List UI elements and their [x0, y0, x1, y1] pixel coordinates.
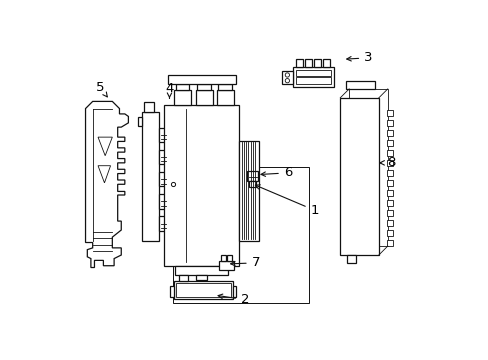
- Bar: [227, 255, 231, 261]
- Polygon shape: [85, 102, 128, 267]
- Bar: [323, 59, 329, 67]
- Bar: [282, 71, 292, 84]
- Bar: [292, 67, 333, 87]
- Bar: [159, 194, 166, 208]
- Bar: [217, 90, 234, 105]
- Text: 2: 2: [218, 293, 249, 306]
- Bar: [159, 150, 166, 164]
- Bar: [386, 140, 393, 146]
- Bar: [295, 77, 330, 84]
- Text: 5: 5: [95, 81, 107, 97]
- Bar: [219, 261, 233, 270]
- Bar: [348, 89, 387, 246]
- Bar: [386, 150, 393, 156]
- Bar: [386, 170, 393, 176]
- Bar: [386, 210, 393, 216]
- Bar: [340, 98, 378, 255]
- Bar: [196, 275, 206, 280]
- Bar: [164, 105, 239, 266]
- Bar: [195, 90, 212, 105]
- Polygon shape: [98, 166, 110, 183]
- Bar: [232, 286, 236, 297]
- Bar: [175, 266, 228, 275]
- Polygon shape: [98, 137, 112, 156]
- Bar: [138, 117, 142, 126]
- Bar: [173, 167, 308, 303]
- Text: 3: 3: [346, 51, 372, 64]
- Bar: [386, 220, 393, 226]
- Bar: [386, 200, 393, 206]
- Bar: [386, 159, 393, 166]
- Bar: [179, 275, 188, 281]
- Bar: [248, 181, 255, 187]
- Bar: [386, 190, 393, 196]
- Bar: [313, 59, 320, 67]
- Bar: [345, 81, 374, 89]
- Bar: [247, 171, 258, 181]
- Bar: [159, 172, 166, 186]
- Bar: [197, 84, 210, 90]
- Text: 7: 7: [230, 256, 260, 269]
- Bar: [173, 281, 232, 298]
- Bar: [386, 240, 393, 246]
- Bar: [159, 216, 166, 231]
- Bar: [296, 59, 302, 67]
- Text: 8: 8: [379, 156, 394, 169]
- Circle shape: [285, 78, 289, 83]
- Bar: [167, 75, 235, 84]
- Bar: [386, 110, 393, 116]
- Text: 4: 4: [165, 82, 173, 98]
- Bar: [239, 141, 258, 241]
- Bar: [170, 286, 173, 297]
- Bar: [386, 130, 393, 136]
- Bar: [143, 102, 154, 112]
- Bar: [175, 84, 189, 90]
- Bar: [159, 128, 166, 142]
- Bar: [386, 180, 393, 186]
- Bar: [386, 230, 393, 236]
- Bar: [142, 112, 159, 241]
- Bar: [305, 59, 311, 67]
- Bar: [175, 283, 230, 297]
- Text: 1: 1: [255, 185, 319, 217]
- Bar: [386, 120, 393, 126]
- Text: 6: 6: [261, 166, 291, 179]
- Bar: [221, 255, 225, 261]
- Bar: [295, 70, 330, 76]
- Circle shape: [285, 73, 289, 77]
- Bar: [218, 84, 231, 90]
- Bar: [174, 90, 191, 105]
- Bar: [346, 255, 356, 263]
